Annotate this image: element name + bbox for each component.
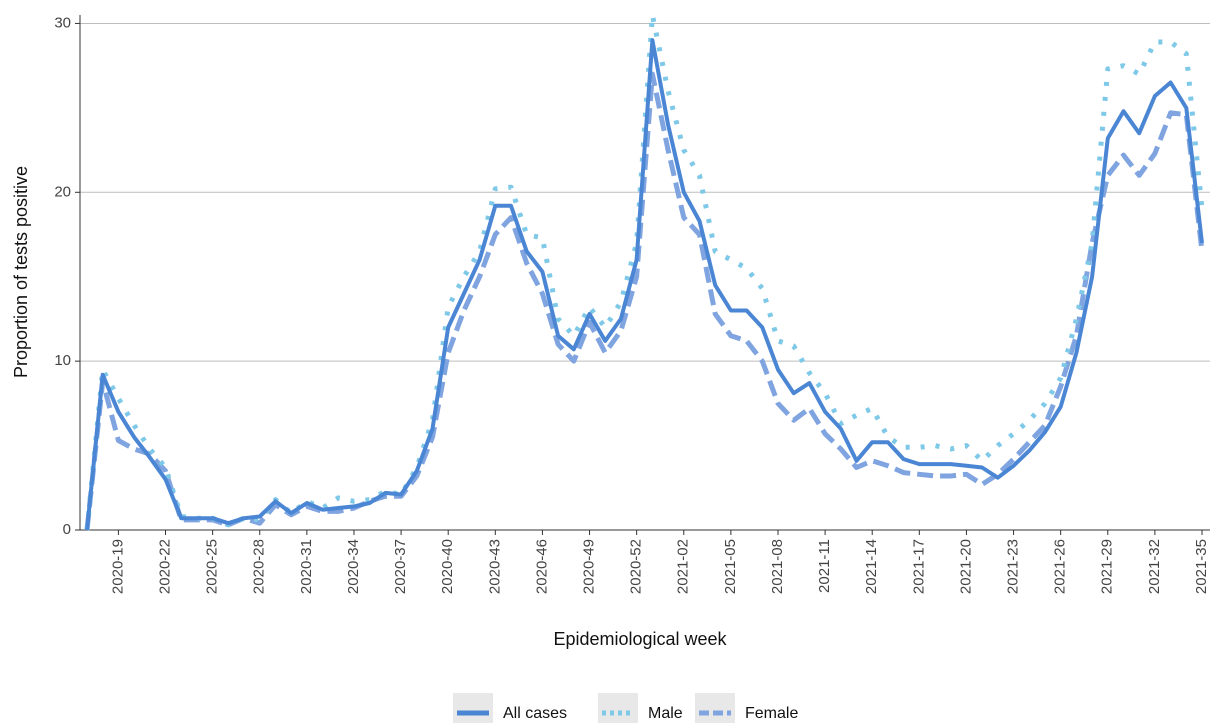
line-series <box>85 38 1204 531</box>
x-tick-label: 2021-35 <box>1193 539 1210 594</box>
line-series <box>84 71 1205 531</box>
x-tick-label: 2021-05 <box>722 539 739 594</box>
legend-text: All cases <box>503 705 567 722</box>
line-series <box>84 12 1205 531</box>
x-tick-label: 2021-23 <box>1005 539 1022 594</box>
x-tick-label: 2020-43 <box>486 539 503 594</box>
legend: All cases Male Female <box>453 693 798 723</box>
legend-key-bg <box>598 693 638 723</box>
x-tick-label: 2020-46 <box>533 539 550 594</box>
legend-text: Female <box>745 705 798 722</box>
legend-key-bg <box>453 693 493 723</box>
legend-text: Male <box>648 705 683 722</box>
x-tick-label: 2021-08 <box>769 539 786 594</box>
x-tick-label: 2020-22 <box>156 539 173 594</box>
x-tick-label: 2020-37 <box>392 539 409 594</box>
x-tick-label: 2021-29 <box>1099 539 1116 594</box>
y-tick-label: 30 <box>54 14 71 31</box>
x-tick-label: 2020-25 <box>204 539 221 594</box>
legend-key-bg <box>695 693 735 723</box>
x-tick-label: 2020-52 <box>628 539 645 594</box>
y-tick-label: 0 <box>63 521 71 538</box>
x-tick-label: 2021-14 <box>863 539 880 594</box>
x-tick-label: 2021-26 <box>1052 539 1069 594</box>
x-tick-label: 2021-20 <box>957 539 974 594</box>
x-tick-label: 2021-02 <box>675 539 692 594</box>
x-tick-label: 2020-28 <box>251 539 268 594</box>
x-axis-title: Epidemiological week <box>553 629 727 649</box>
x-tick-label: 2021-17 <box>910 539 927 594</box>
x-tick-label: 2020-19 <box>109 539 126 594</box>
x-tick-label: 2020-31 <box>298 539 315 594</box>
x-tick-label: 2020-34 <box>345 539 362 594</box>
y-tick-label: 20 <box>54 183 71 200</box>
x-tick-label: 2020-49 <box>581 539 598 594</box>
x-tick-label: 2021-32 <box>1146 539 1163 594</box>
y-axis-title: Proportion of tests positive <box>11 166 31 378</box>
x-tick-label: 2021-11 <box>816 539 833 593</box>
x-tick-label: 2020-40 <box>439 539 456 594</box>
y-tick-label: 10 <box>54 352 71 369</box>
